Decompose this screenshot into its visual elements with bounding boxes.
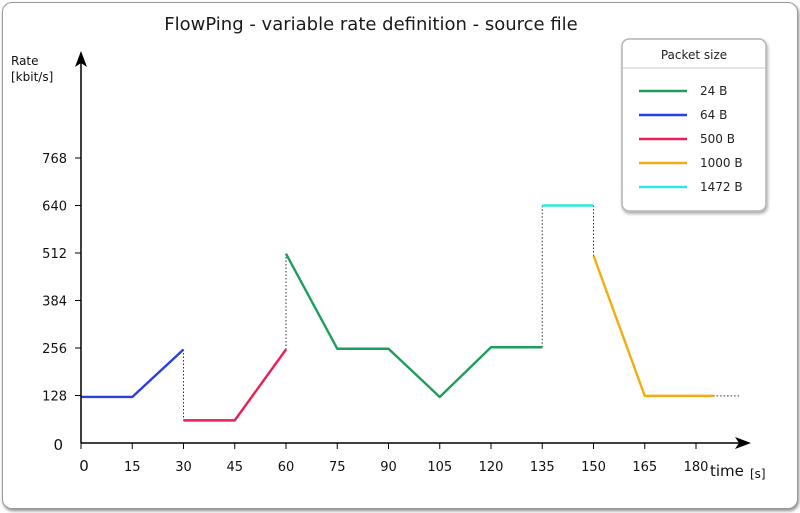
y-tick-label-4: 512 [42, 247, 67, 262]
y-tick-label-1: 128 [42, 390, 67, 405]
series-line-0 [284, 253, 543, 399]
legend-title: Packet size [661, 48, 727, 62]
x-tick-label-12: 180 [684, 460, 709, 475]
series-line-3 [592, 255, 714, 398]
x-tick-label-11: 165 [632, 460, 657, 475]
y-axis-unit: [kbit/s] [11, 70, 53, 84]
y-tick-label-3: 384 [42, 295, 67, 310]
x-axis-label: time [710, 462, 744, 480]
y-axis-label: Rate [11, 54, 39, 68]
legend-label-2: 500 B [700, 132, 735, 146]
x-tick-label-8: 120 [479, 460, 504, 475]
axes [75, 51, 751, 449]
x-tick-label-5: 75 [329, 460, 346, 475]
x-tick-label-0: 0 [79, 457, 89, 475]
legend: Packet size 24 B 64 B 500 B 1000 B 1472 B [621, 38, 767, 212]
series-lines [81, 204, 714, 422]
x-tick-label-3: 45 [226, 460, 243, 475]
chart-title: FlowPing - variable rate definition - so… [164, 14, 578, 35]
x-tick-label-6: 90 [380, 460, 397, 475]
line-chart: FlowPing - variable rate definition - so… [11, 14, 767, 481]
y-tick-label-2: 256 [42, 342, 67, 357]
legend-label-3: 1000 B [700, 156, 743, 170]
y-tick-label-0: 0 [53, 436, 63, 454]
legend-label-0: 24 B [700, 84, 727, 98]
x-tick-label-4: 60 [278, 460, 295, 475]
legend-label-1: 64 B [700, 108, 727, 122]
x-tick-label-1: 15 [124, 460, 141, 475]
x-tick-label-7: 105 [427, 460, 452, 475]
series-line-2 [183, 348, 287, 422]
x-tick-label-2: 30 [175, 460, 192, 475]
legend-label-4: 1472 B [700, 180, 743, 194]
y-axis-arrow-icon [75, 51, 87, 67]
y-tick-label-5: 640 [42, 200, 67, 215]
x-axis-unit: [s] [750, 467, 766, 481]
series-line-1 [81, 348, 185, 399]
dotted-connectors [183, 205, 741, 421]
legend-items: 24 B 64 B 500 B 1000 B 1472 B [639, 84, 743, 194]
x-axis-arrow-icon [735, 437, 751, 449]
legend-box [621, 38, 767, 212]
x-tick-label-9: 135 [530, 460, 555, 475]
y-tick-label-6: 768 [42, 152, 67, 167]
x-tick-label-10: 150 [581, 460, 606, 475]
tick-labels: 0 15 30 45 60 75 90 105 120 135 150 165 180 0 128 256 38… [42, 152, 708, 475]
